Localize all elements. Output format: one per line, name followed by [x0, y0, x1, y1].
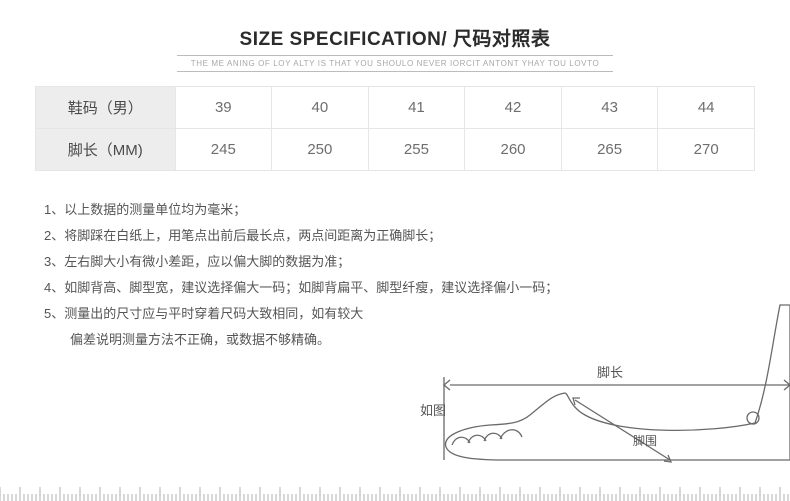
table-row: 脚长（MM) 245 250 255 260 265 270 — [36, 129, 755, 171]
note-item: 2、将脚踩在白纸上，用笔点出前后最长点，两点间距离为正确脚长； — [44, 223, 790, 249]
table-cell: 245 — [175, 129, 272, 171]
note-item: 1、以上数据的测量单位均为毫米； — [44, 197, 790, 223]
table-cell: 40 — [272, 87, 369, 129]
note-item: 3、左右脚大小有微小差距，应以偏大脚的数据为准； — [44, 249, 790, 275]
row-header: 脚长（MM) — [36, 129, 176, 171]
table-cell: 265 — [561, 129, 658, 171]
table-cell: 41 — [368, 87, 465, 129]
page-title: SIZE SPECIFICATION/ 尺码对照表 — [0, 24, 790, 51]
table-cell: 255 — [368, 129, 465, 171]
label-foot-width: 脚围 — [633, 433, 657, 448]
table-cell: 44 — [658, 87, 755, 129]
size-table: 鞋码（男） 39 40 41 42 43 44 脚长（MM) 245 250 2… — [35, 86, 755, 171]
table-cell: 42 — [465, 87, 562, 129]
table-cell: 39 — [175, 87, 272, 129]
foot-diagram: 脚长 脚围 如图 — [410, 285, 790, 485]
table-cell: 43 — [561, 87, 658, 129]
label-foot-length: 脚长 — [597, 365, 623, 380]
page-subtitle: THE ME ANING OF LOY ALTY IS THAT YOU SHO… — [177, 55, 614, 72]
table-cell: 260 — [465, 129, 562, 171]
table-row: 鞋码（男） 39 40 41 42 43 44 — [36, 87, 755, 129]
label-as-shown: 如图 — [420, 403, 446, 418]
table-cell: 250 — [272, 129, 369, 171]
ruler-graphic — [0, 483, 790, 501]
row-header: 鞋码（男） — [36, 87, 176, 129]
table-cell: 270 — [658, 129, 755, 171]
